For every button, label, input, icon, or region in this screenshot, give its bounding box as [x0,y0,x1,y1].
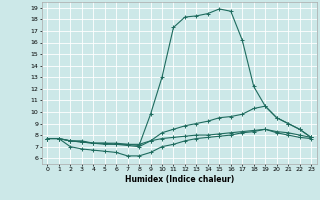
X-axis label: Humidex (Indice chaleur): Humidex (Indice chaleur) [124,175,234,184]
